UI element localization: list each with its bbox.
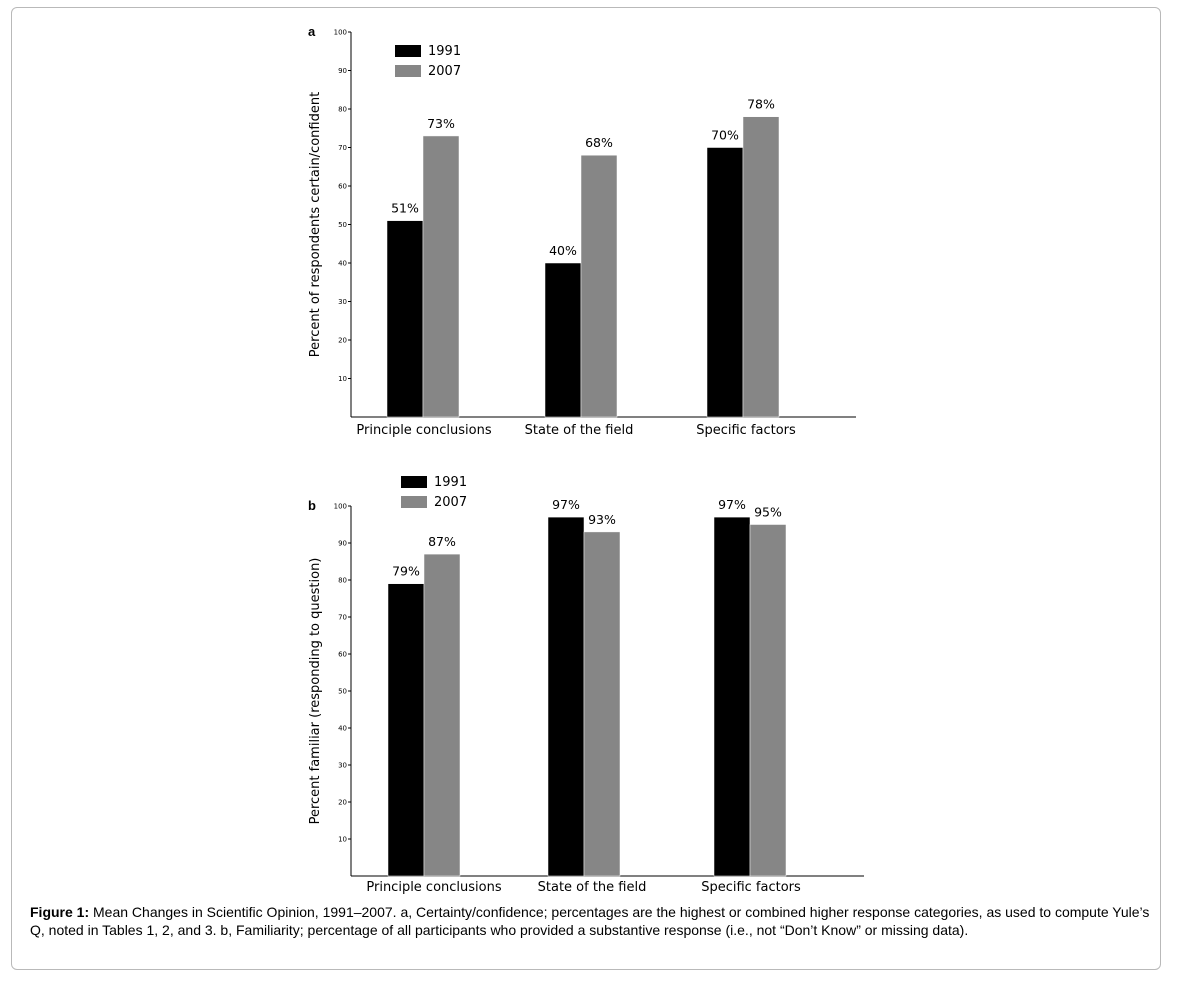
panel-a-category-label: Principle conclusions xyxy=(356,423,491,438)
panel-a-y-tick-label: 40 xyxy=(338,260,347,268)
panel-a-bar-1991 xyxy=(386,220,424,418)
panel-b-category-label: Specific factors xyxy=(701,880,801,895)
caption-label: Figure 1: xyxy=(30,904,90,920)
panel-b-legend-swatch-1991 xyxy=(401,476,427,488)
figure-caption: Figure 1: Mean Changes in Scientific Opi… xyxy=(30,903,1150,939)
panel-b-value-label: 95% xyxy=(754,505,782,520)
panel-a-bar-2007 xyxy=(422,135,460,418)
panel-a-y-tick-label: 20 xyxy=(338,337,347,345)
panel-b-y-tick-label: 50 xyxy=(338,688,347,696)
panel-a-y-tick-label: 100 xyxy=(334,29,347,37)
panel-b-value-label: 87% xyxy=(428,534,456,549)
panel-a-value-label: 40% xyxy=(549,243,577,258)
panel-b-letter: b xyxy=(308,498,316,513)
panel-b-legend-label-2007: 2007 xyxy=(434,495,467,510)
panel-a-legend-swatch-1991 xyxy=(395,45,421,57)
panel-a-value-label: 73% xyxy=(427,116,455,131)
panel-a-y-tick-label: 90 xyxy=(338,67,347,75)
panel-b-legend-label-1991: 1991 xyxy=(434,475,467,490)
panel-a-y-tick-label: 60 xyxy=(338,183,347,191)
panel-a-value-label: 78% xyxy=(747,97,775,112)
panel-b-y-tick-label: 60 xyxy=(338,651,347,659)
panel-b-y-tick-label: 80 xyxy=(338,577,347,585)
panel-b-y-tick-label: 70 xyxy=(338,614,347,622)
panel-a-legend-label-1991: 1991 xyxy=(428,44,461,59)
panel-b-y-tick-label: 10 xyxy=(338,836,347,844)
panel-a-bar-2007 xyxy=(580,154,618,418)
panel-b-value-label: 97% xyxy=(552,497,580,512)
panel-a-legend-swatch-2007 xyxy=(395,65,421,77)
panel-b-bar-1991 xyxy=(547,516,585,877)
panel-a-bar-2007 xyxy=(742,116,780,418)
panel-b-y-axis-title: Percent familiar (responding to question… xyxy=(308,558,323,825)
panel-b-legend-swatch-2007 xyxy=(401,496,427,508)
panel-a-y-tick-label: 50 xyxy=(338,221,347,229)
panel-b-bar-2007 xyxy=(749,524,787,877)
panel-a-bar-1991 xyxy=(544,262,582,418)
panel-b-bar-1991 xyxy=(713,516,751,877)
panel-b-y-tick-label: 40 xyxy=(338,725,347,733)
panel-b-y-tick-label: 90 xyxy=(338,540,347,548)
panel-b-value-label: 79% xyxy=(392,564,420,579)
panel-b-bar-2007 xyxy=(583,531,621,877)
panel-a-legend-label-2007: 2007 xyxy=(428,64,461,79)
panel-a-category-label: Specific factors xyxy=(696,423,796,438)
panel-a-value-label: 51% xyxy=(391,201,419,216)
panel-b-y-tick-label: 20 xyxy=(338,799,347,807)
panel-a-value-label: 68% xyxy=(585,135,613,150)
panel-a-y-tick-label: 10 xyxy=(338,375,347,383)
caption-text: Mean Changes in Scientific Opinion, 1991… xyxy=(30,904,1150,938)
panel-b-category-label: Principle conclusions xyxy=(366,880,501,895)
panel-b-y-tick-label: 100 xyxy=(334,503,347,511)
panel-a-bar-1991 xyxy=(706,147,744,418)
panel-a-y-axis-title: Percent of respondents certain/confident xyxy=(308,92,323,357)
panel-b-y-tick-label: 30 xyxy=(338,762,347,770)
panel-b-category-label: State of the field xyxy=(538,880,647,895)
panel-b-bar-1991 xyxy=(387,583,425,877)
panel-a-y-tick-label: 80 xyxy=(338,106,347,114)
panel-a-letter: a xyxy=(308,24,316,39)
panel-a-y-tick-label: 30 xyxy=(338,298,347,306)
panel-a-value-label: 70% xyxy=(711,128,739,143)
panel-b-bar-2007 xyxy=(423,553,461,877)
panel-a-category-label: State of the field xyxy=(525,423,634,438)
panel-b-value-label: 93% xyxy=(588,512,616,527)
panel-a-y-tick-label: 70 xyxy=(338,144,347,152)
panel-b-value-label: 97% xyxy=(718,497,746,512)
